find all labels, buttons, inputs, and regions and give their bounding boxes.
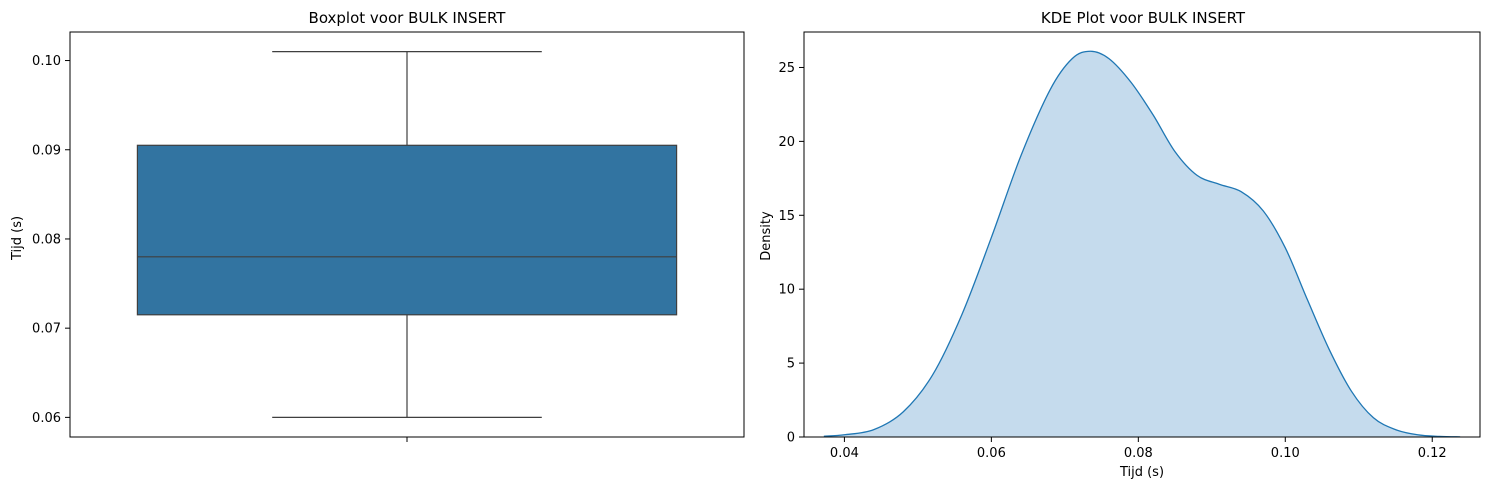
iqr-box (136, 144, 678, 316)
boxplot-y-label: Tijd (s) (10, 216, 25, 261)
kde-x-ticks: 0.04 0.06 0.08 0.10 0.12 (830, 437, 1447, 461)
kde-area (823, 51, 1461, 437)
kde-y-ticks: 0 5 10 15 20 25 (778, 61, 804, 446)
kde-y-tick-label: 15 (778, 209, 795, 224)
kde-y-tick-label: 5 (787, 357, 795, 372)
kde-chart: KDE Plot voor BULK INSERT Density Tijd (… (759, 9, 1481, 480)
kde-y-tick-label: 25 (778, 61, 795, 76)
kde-x-label: Tijd (s) (1119, 465, 1164, 480)
boxplot-y-tick-label: 0.08 (32, 232, 61, 247)
kde-line (823, 50, 1461, 438)
boxplot-y-tick-label: 0.10 (32, 54, 61, 69)
boxplot-chart: Boxplot voor BULK INSERT Tijd (s) 0.060.… (10, 9, 745, 442)
kde-title: KDE Plot voor BULK INSERT (1041, 9, 1246, 27)
boxplot-y-ticks: 0.06 0.07 0.08 0.09 0.10 (32, 54, 70, 426)
boxplot-y-tick-label: 0.07 (32, 322, 61, 337)
kde-axes-frame (803, 31, 1481, 438)
boxplot-marks (136, 51, 678, 418)
kde-x-tick-label: 0.06 (977, 446, 1006, 461)
boxplot-y-tick-label: 0.09 (32, 143, 61, 158)
kde-y-label: Density (759, 211, 774, 261)
kde-marks (823, 50, 1461, 438)
kde-y-tick-label: 10 (778, 283, 795, 298)
kde-x-tick-label: 0.04 (830, 446, 859, 461)
kde-x-tick-label: 0.12 (1418, 446, 1447, 461)
kde-x-tick-label: 0.08 (1124, 446, 1153, 461)
boxplot-y-tick-label: 0.06 (32, 411, 61, 426)
kde-y-tick-label: 0 (787, 431, 795, 446)
kde-y-tick-label: 20 (778, 135, 795, 150)
kde-x-tick-label: 0.10 (1271, 446, 1300, 461)
boxplot-title: Boxplot voor BULK INSERT (309, 9, 507, 27)
